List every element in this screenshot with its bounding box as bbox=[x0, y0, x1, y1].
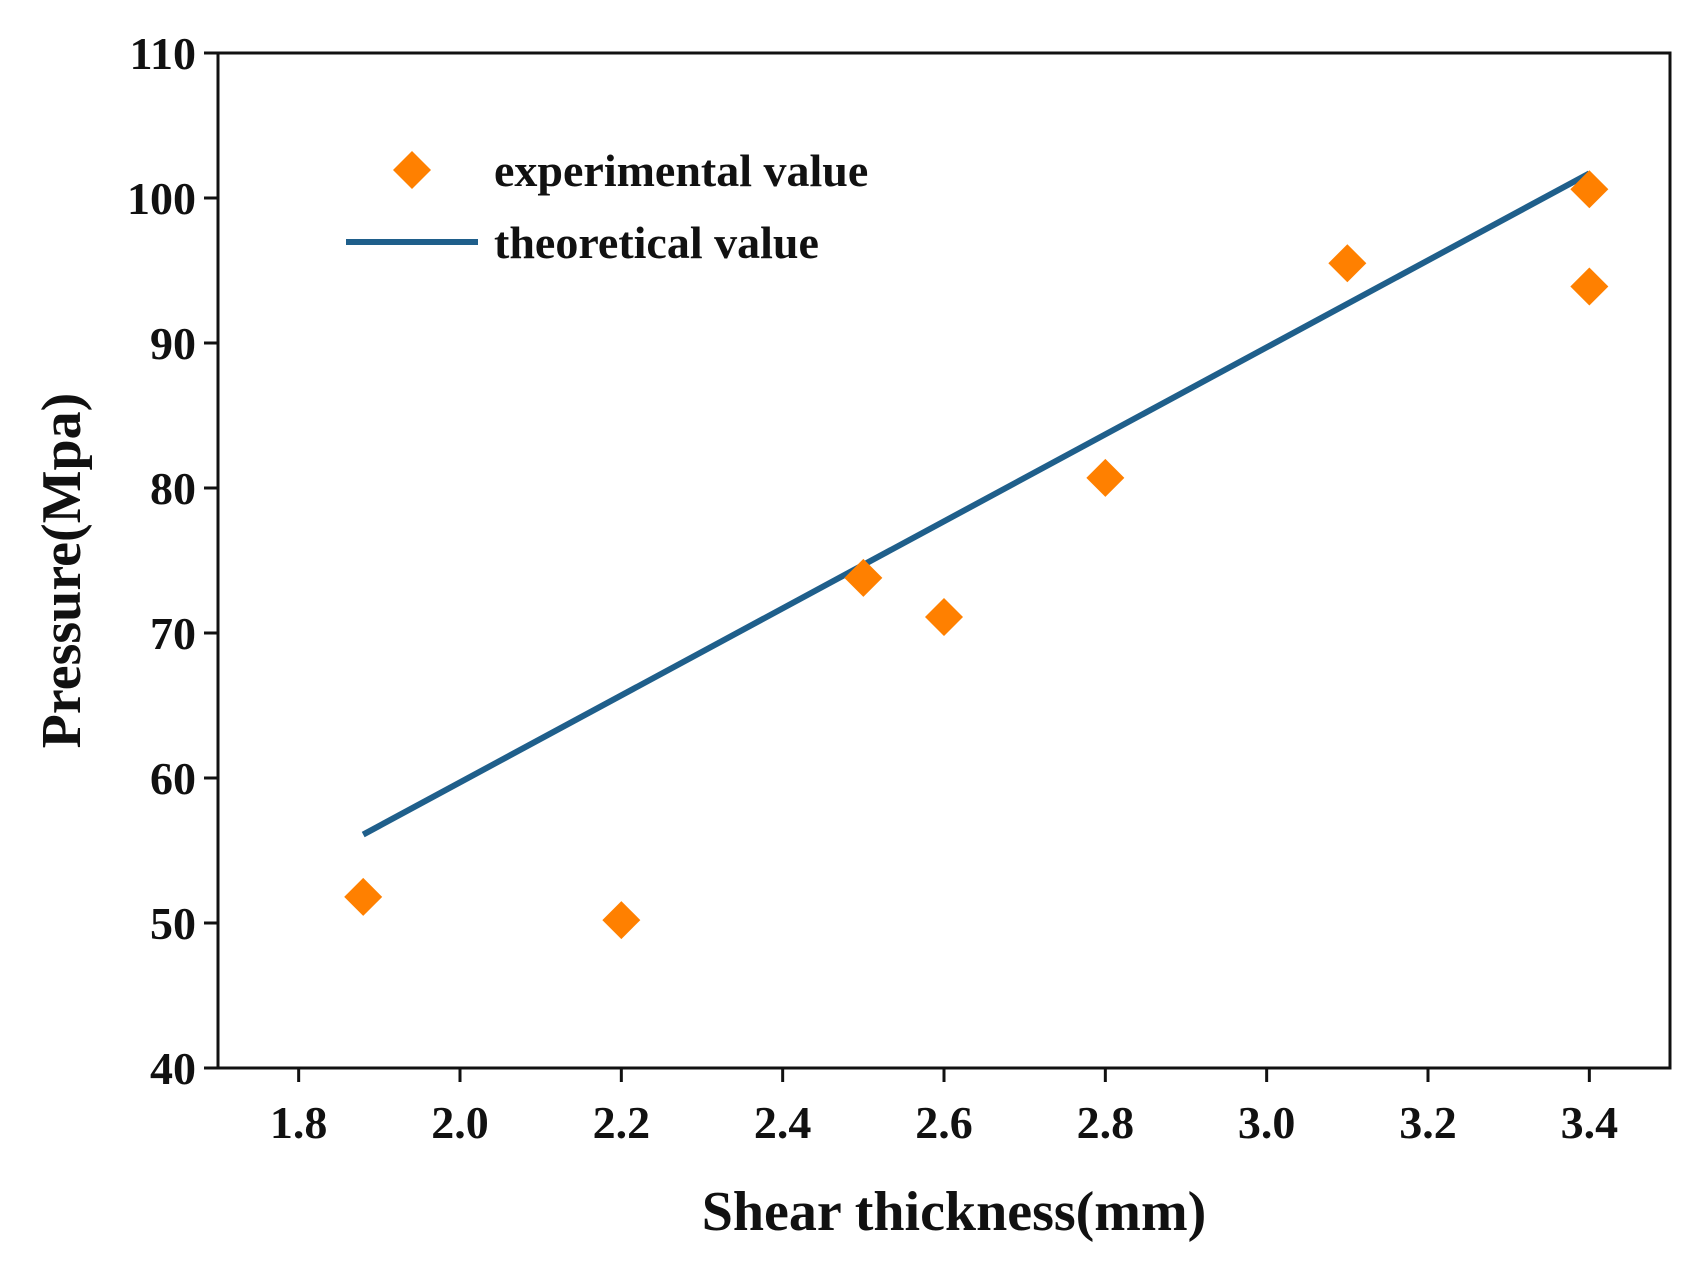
y-axis-title: Pressure(Mpa) bbox=[31, 393, 93, 749]
y-tick-label: 40 bbox=[150, 1043, 196, 1094]
x-axis-ticks: 1.8 2.0 2.2 2.4 2.6 2.8 3.0 3.2 3.4 bbox=[270, 1068, 1618, 1148]
x-tick-label: 2.0 bbox=[431, 1097, 489, 1148]
series-layer bbox=[344, 170, 1609, 940]
y-tick-label: 110 bbox=[130, 28, 196, 79]
experimental-value-point bbox=[844, 558, 883, 597]
x-tick-label: 3.4 bbox=[1561, 1097, 1619, 1148]
experimental-value-point bbox=[1086, 458, 1125, 497]
y-tick-label: 50 bbox=[150, 898, 196, 949]
experimental-value-point bbox=[344, 877, 383, 916]
y-axis-ticks: 40 50 60 70 80 90 100 110 bbox=[127, 28, 218, 1094]
x-tick-label: 2.8 bbox=[1077, 1097, 1135, 1148]
y-tick-label: 100 bbox=[127, 173, 196, 224]
experimental-value-point bbox=[1570, 267, 1609, 306]
experimental-value-point bbox=[602, 901, 641, 940]
legend: experimental value theoretical value bbox=[346, 145, 868, 268]
y-tick-label: 70 bbox=[150, 608, 196, 659]
experimental-value-point bbox=[1570, 170, 1609, 209]
x-axis-title: Shear thickness(mm) bbox=[702, 1181, 1207, 1243]
y-tick-label: 60 bbox=[150, 753, 196, 804]
x-tick-label: 2.2 bbox=[593, 1097, 651, 1148]
legend-label: experimental value bbox=[494, 145, 868, 196]
theoretical-value-line bbox=[361, 170, 1591, 838]
y-tick-label: 90 bbox=[150, 318, 196, 369]
x-tick-label: 2.6 bbox=[915, 1097, 973, 1148]
experimental-value-point bbox=[1328, 244, 1367, 283]
experimental-value-point bbox=[925, 598, 963, 637]
legend-marker-experimental bbox=[393, 151, 431, 189]
x-tick-label: 3.0 bbox=[1238, 1097, 1296, 1148]
x-tick-label: 1.8 bbox=[270, 1097, 328, 1148]
x-tick-label: 2.4 bbox=[754, 1097, 812, 1148]
plot-area bbox=[216, 51, 1672, 1070]
legend-label: theoretical value bbox=[494, 217, 819, 268]
y-tick-label: 80 bbox=[150, 463, 196, 514]
x-tick-label: 3.2 bbox=[1399, 1097, 1457, 1148]
plot-frame bbox=[216, 51, 1672, 1070]
